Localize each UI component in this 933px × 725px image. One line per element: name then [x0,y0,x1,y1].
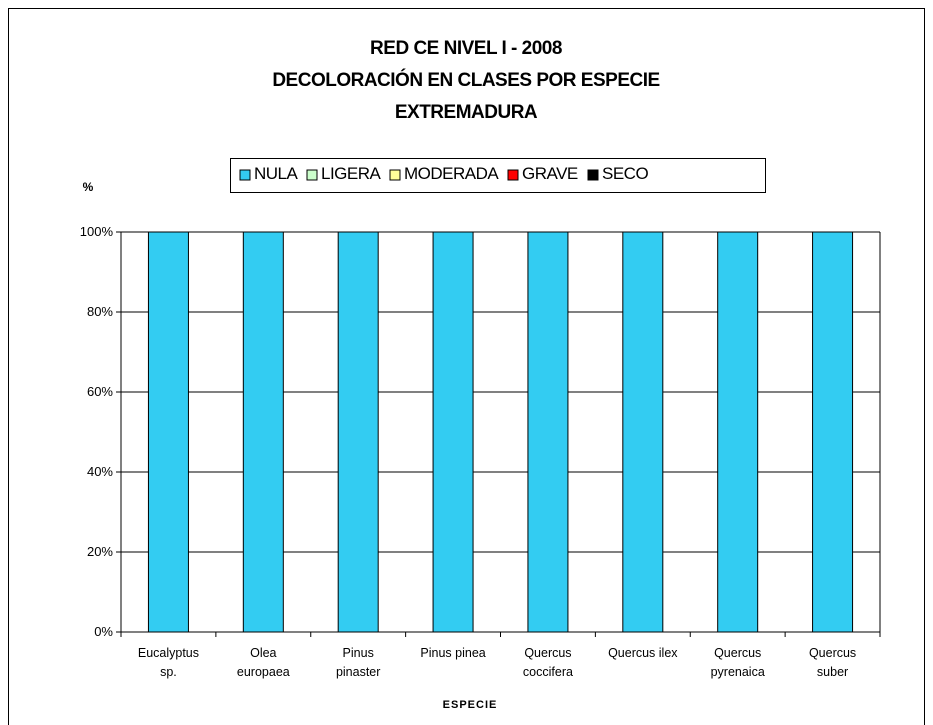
chart-title: RED CE NIVEL I - 2008 DECOLORACIÓN EN CL… [272,38,660,123]
x-tick-label: Quercus coccifera [522,646,573,679]
bar-segment [432,231,474,633]
bar-segment [527,231,569,633]
x-tick-label: Pinus pinea [420,646,486,660]
bar-segment [337,231,379,633]
legend-swatch [507,169,519,181]
y-tick-label: 40% [86,464,113,479]
legend-swatch [239,169,251,181]
legend-label: SECO [602,164,649,183]
legend-label: MODERADA [404,164,499,183]
x-tick-label: Eucalyptus sp. [137,646,200,679]
bar-segment [812,231,854,633]
x-axis-label: ESPECIE [442,699,498,711]
x-tick-label: Quercus suber [808,646,857,679]
legend-label: LIGERA [321,164,381,183]
y-axis-label: % [82,180,94,194]
x-tick-label: Quercus ilex [608,646,678,660]
legend-swatch [306,169,318,181]
legend-swatch [587,169,599,181]
y-tick-label: 60% [86,384,113,399]
y-tick-label: 100% [79,224,113,239]
x-tick-label: Olea europaea [236,646,290,679]
bar-segment [242,231,284,633]
bar-segment [622,231,664,633]
y-tick-label: 20% [86,544,113,559]
bar-segment [717,231,759,633]
chart-frame [8,8,925,725]
x-tick-label: Quercus pyrenaica [710,646,765,679]
y-tick-label: 80% [86,304,113,319]
legend-label: NULA [254,164,298,183]
legend-swatch [389,169,401,181]
bar-segment [147,231,189,633]
y-tick-label: 0% [94,624,113,639]
x-tick-label: Pinus pinaster [335,646,381,679]
legend-box [230,158,766,193]
legend-label: GRAVE [522,164,578,183]
